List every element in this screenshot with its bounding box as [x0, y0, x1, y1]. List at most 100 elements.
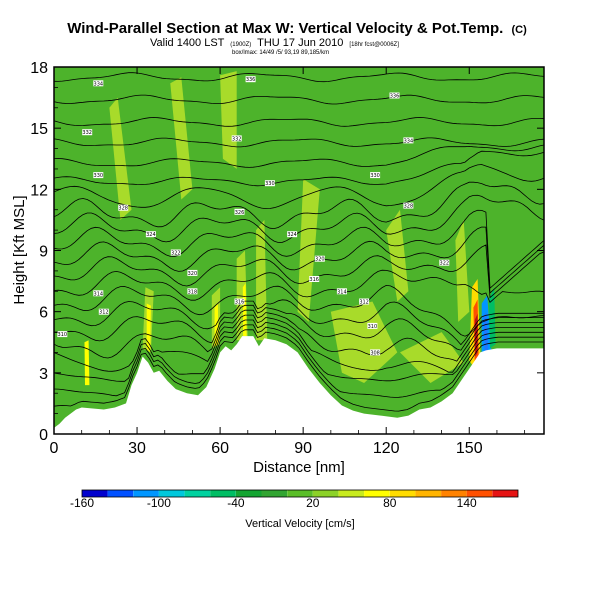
- svg-text:334: 334: [94, 81, 104, 87]
- colorbar-tick-label: -100: [147, 496, 171, 510]
- updraft-streak: [170, 77, 193, 200]
- theta-contour: [54, 309, 544, 362]
- y-tick-label: 0: [39, 427, 48, 444]
- x-axis-label: Distance [nm]: [253, 459, 345, 476]
- updraft-streak: [220, 71, 237, 169]
- theta-contour-label: 318: [187, 288, 198, 295]
- theta-contour-label: 316: [234, 298, 245, 306]
- x-tick-label: 120: [373, 440, 400, 457]
- x-tick-label: 0: [50, 440, 59, 457]
- colorbar-swatch: [261, 490, 288, 497]
- theta-contour-label: 328: [118, 204, 129, 212]
- svg-text:322: 322: [440, 261, 450, 267]
- theta-contour: [54, 314, 544, 373]
- y-tick-label: 6: [39, 305, 48, 322]
- x-tick-label: 90: [294, 440, 312, 457]
- theta-contour: [54, 299, 544, 346]
- theta-contour: [54, 194, 544, 243]
- updraft-spot: [146, 303, 151, 353]
- theta-contour: [54, 304, 544, 351]
- x-axis: 0 30 60 90 120 150: [50, 67, 526, 457]
- theta-contour: [54, 244, 544, 299]
- svg-text:330: 330: [265, 181, 275, 187]
- svg-text:324: 324: [287, 232, 297, 238]
- theta-contour: [54, 324, 544, 398]
- colorbar-tick-label: -160: [70, 496, 94, 510]
- theta-contour-label: 308: [370, 349, 381, 356]
- theta-contour-label: 324: [287, 231, 298, 238]
- theta-contour-label: 332: [82, 129, 93, 136]
- theta-contour-label: 320: [314, 255, 325, 263]
- theta-contour: [54, 150, 544, 187]
- plot-area: 334 336 336 332 332 334 330 330 330 328 326 328 324 3…: [54, 67, 544, 434]
- svg-text:320: 320: [315, 257, 325, 263]
- theta-contour-label: 314: [336, 288, 347, 295]
- svg-text:332: 332: [82, 130, 92, 136]
- updraft-streak: [297, 179, 320, 322]
- y-tick-label: 9: [39, 244, 48, 261]
- theta-contour: [54, 164, 544, 210]
- theta-contour: [54, 181, 544, 230]
- svg-text:310: 310: [58, 332, 68, 338]
- theta-contour-label: 322: [439, 259, 450, 267]
- theta-contour: [54, 329, 544, 412]
- colorbar-tick-label: -40: [227, 496, 245, 510]
- potential-temperature-contours: [54, 72, 544, 412]
- x-tick-label: 150: [456, 440, 483, 457]
- colorbar-swatch: [107, 490, 134, 497]
- theta-contour-label: 336: [245, 76, 256, 83]
- svg-text:332: 332: [232, 136, 242, 142]
- svg-text:334: 334: [404, 138, 414, 144]
- svg-text:328: 328: [118, 206, 128, 212]
- theta-contour-label: 330: [370, 172, 381, 179]
- theta-contour-label: 334: [93, 80, 104, 87]
- updraft-streak: [256, 219, 268, 341]
- theta-contour-label: 320: [187, 269, 198, 277]
- svg-text:316: 316: [309, 277, 319, 283]
- svg-text:336: 336: [390, 94, 400, 100]
- colorbar-swatch: [158, 490, 185, 497]
- colorbar-swatch: [133, 490, 159, 497]
- svg-text:318: 318: [188, 289, 198, 295]
- colorbar-swatch: [184, 490, 211, 497]
- theta-contour: [54, 284, 544, 337]
- y-tick-label: 18: [30, 60, 48, 77]
- y-tick-label: 3: [39, 366, 48, 383]
- colorbar-swatch: [492, 490, 518, 497]
- colorbar-tick-label: 80: [383, 496, 397, 510]
- svg-text:308: 308: [370, 350, 380, 356]
- theta-contour-label: 316: [309, 276, 320, 283]
- updraft-streak: [330, 301, 398, 383]
- svg-text:316: 316: [235, 300, 245, 306]
- x-tick-label: 30: [128, 440, 146, 457]
- chart-subtitle: Valid 1400 LST (1900Z) THU 17 Jun 2010 […: [150, 37, 399, 49]
- svg-text:312: 312: [99, 310, 109, 316]
- colorbar-swatch: [389, 490, 416, 497]
- colorbar-swatch: [415, 490, 441, 497]
- terrain-mask: [54, 336, 544, 434]
- svg-text:326: 326: [235, 210, 245, 216]
- updraft-core-max: [474, 313, 478, 357]
- svg-text:324: 324: [146, 232, 156, 238]
- theta-contour-label: 326: [234, 208, 245, 216]
- theta-contour-label: 312: [359, 298, 370, 306]
- chart-info-line: box/lmax: 14/49 /5/ 93,19 89,185/km: [232, 50, 329, 56]
- theta-contour-label: 314: [93, 290, 104, 297]
- theta-contour-label: 310: [57, 331, 68, 338]
- svg-text:320: 320: [188, 271, 198, 277]
- y-tick-label: 12: [30, 182, 48, 199]
- theta-contour-label: 324: [145, 231, 156, 238]
- colorbar-frame: [81, 489, 519, 498]
- theta-contour: [54, 209, 544, 290]
- theta-contour: [54, 117, 544, 127]
- x-tick-label: 60: [211, 440, 229, 457]
- theta-contour-label: 312: [98, 308, 109, 316]
- svg-text:314: 314: [337, 289, 347, 295]
- updraft-streak: [109, 97, 132, 220]
- svg-text:322: 322: [171, 251, 181, 257]
- theta-contour-label: 334: [403, 137, 414, 144]
- colorbar: -160 -100 -40 20 80 140: [70, 489, 519, 510]
- updraft-streak: [400, 332, 464, 383]
- theta-contour-label: 332: [231, 135, 242, 142]
